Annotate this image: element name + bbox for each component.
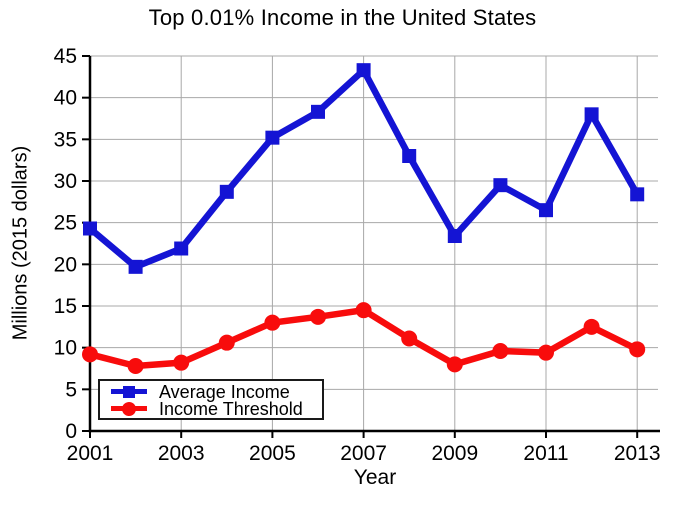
legend: Average Income Income Threshold xyxy=(98,379,324,420)
data-point-average-income xyxy=(402,149,417,163)
data-point-income-threshold xyxy=(264,314,281,331)
legend-entry-income-threshold: Income Threshold xyxy=(111,398,316,419)
x-tick-label: 2003 xyxy=(158,442,205,465)
data-point-average-income xyxy=(311,104,325,119)
y-tick-label: 0 xyxy=(65,420,77,443)
legend-label-income-threshold: Income Threshold xyxy=(159,398,303,419)
data-point-average-income xyxy=(265,130,280,145)
data-point-income-threshold xyxy=(538,344,554,361)
y-tick-label: 45 xyxy=(54,45,77,68)
y-tick-label: 35 xyxy=(54,128,77,151)
data-point-average-income xyxy=(356,63,371,78)
data-point-average-income xyxy=(83,221,97,236)
data-point-income-threshold xyxy=(355,302,372,319)
data-point-income-threshold xyxy=(218,334,235,351)
chart-title: Top 0.01% Income in the United States xyxy=(148,5,537,30)
data-point-average-income xyxy=(630,187,645,202)
data-point-average-income xyxy=(174,241,189,256)
data-point-average-income xyxy=(584,107,599,122)
y-tick-label: 10 xyxy=(54,337,77,360)
data-point-average-income xyxy=(539,203,553,218)
data-point-average-income xyxy=(219,184,234,199)
x-axis-label: Year xyxy=(353,466,397,489)
y-tick-label: 20 xyxy=(54,253,77,276)
data-point-average-income xyxy=(447,229,462,243)
y-tick-label: 40 xyxy=(54,87,77,110)
data-point-average-income xyxy=(128,259,143,274)
data-point-average-income xyxy=(493,178,508,193)
x-tick-label: 2013 xyxy=(614,442,661,465)
legend-entry-average-income: Average Income xyxy=(111,381,316,402)
x-tick-label: 2007 xyxy=(340,442,387,465)
data-point-income-threshold xyxy=(127,358,144,374)
y-axis-label: Millions (2015 dollars) xyxy=(9,145,32,341)
x-tick-label: 2009 xyxy=(431,442,478,465)
x-tick-label: 2005 xyxy=(249,442,296,465)
data-point-income-threshold xyxy=(310,308,326,325)
data-point-income-threshold xyxy=(492,343,509,359)
legend-label-average-income: Average Income xyxy=(159,381,290,402)
square-marker-icon xyxy=(123,385,135,398)
y-tick-label: 25 xyxy=(54,212,77,235)
data-point-income-threshold xyxy=(446,356,463,373)
data-point-income-threshold xyxy=(629,341,646,358)
data-point-income-threshold xyxy=(401,330,418,347)
y-tick-label: 5 xyxy=(65,378,77,401)
data-point-income-threshold xyxy=(82,346,98,363)
circle-marker-icon xyxy=(122,401,136,416)
y-tick-label: 30 xyxy=(54,170,77,193)
legend-line-sample xyxy=(111,401,147,416)
data-point-income-threshold xyxy=(173,354,190,371)
x-tick-label: 2011 xyxy=(523,442,568,465)
x-tick-label: 2001 xyxy=(67,442,114,465)
y-tick-label: 15 xyxy=(54,295,77,318)
legend-line-sample xyxy=(111,385,147,398)
data-point-income-threshold xyxy=(583,318,600,335)
